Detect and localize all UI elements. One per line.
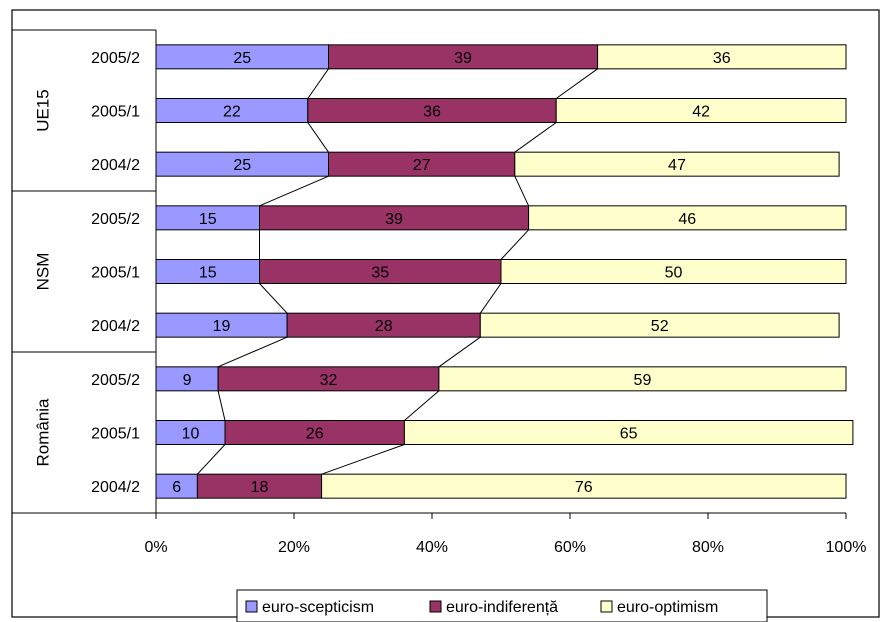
bar-euro-scepticism-NSM-2004-2: [155, 312, 288, 338]
category-label-8: 2005/1: [91, 426, 140, 443]
bar-euro-indiferență-NSM-2004-2: [286, 312, 481, 338]
bar-euro-optimism-România-2005-2: [438, 366, 847, 392]
data-label-euro-scepticism-4: 15: [199, 211, 217, 228]
data-label-euro-indiferență-7: 32: [320, 372, 338, 389]
data-label-euro-optimism-8: 65: [620, 426, 638, 443]
data-label-euro-indiferență-1: 39: [454, 50, 472, 67]
series-line-euro-scepticism-3: [259, 175, 329, 207]
data-label-euro-optimism-4: 46: [678, 211, 696, 228]
bar-euro-indiferență-România-2004-2: [196, 473, 323, 499]
series-line-euro-indiferență-5: [479, 283, 502, 314]
data-label-euro-optimism-5: 50: [665, 265, 683, 282]
bar-euro-optimism-România-2005-1: [403, 420, 854, 445]
series-line-euro-indiferență-8: [321, 444, 405, 475]
data-label-euro-scepticism-1: 25: [233, 50, 251, 67]
series-line-euro-indiferență-7: [404, 390, 440, 421]
bar-euro-scepticism-UE15-2005-2: [155, 44, 329, 70]
series-line-euro-indiferență-2: [514, 122, 557, 153]
bar-euro-optimism-UE15-2004-2: [514, 151, 840, 177]
category-label-6: 2004/2: [91, 318, 140, 335]
legend-swatch-euro-indiferență: [429, 600, 442, 613]
series-line-euro-indiferență-1: [555, 68, 598, 99]
x-tick-label-1: 20%: [278, 539, 310, 556]
category-label-7: 2005/2: [91, 372, 140, 389]
series-line-euro-scepticism-5: [259, 283, 288, 314]
series-line-euro-indiferență-4: [500, 229, 529, 260]
data-label-euro-scepticism-7: 9: [183, 372, 192, 389]
bar-euro-optimism-NSM-2004-2: [479, 312, 840, 338]
data-label-euro-indiferență-6: 28: [375, 318, 393, 335]
group-label-1: NSM: [33, 253, 52, 291]
data-label-euro-optimism-6: 52: [651, 318, 669, 335]
data-label-euro-scepticism-3: 25: [233, 157, 251, 174]
bar-euro-indiferență-România-2005-1: [224, 420, 405, 445]
data-label-euro-scepticism-6: 19: [213, 318, 231, 335]
series-line-euro-scepticism-8: [197, 444, 226, 475]
bar-euro-optimism-NSM-2005-1: [500, 259, 847, 284]
data-label-euro-indiferență-8: 26: [306, 426, 324, 443]
legend-label-euro-scepticism: euro-scepticism: [262, 599, 374, 616]
series-line-euro-indiferență-6: [438, 336, 481, 368]
series-line-euro-scepticism-1: [307, 68, 329, 99]
data-label-euro-scepticism-9: 6: [172, 479, 181, 496]
data-label-euro-scepticism-2: 22: [223, 104, 241, 121]
category-label-9: 2004/2: [91, 479, 140, 496]
group-label-2: România: [33, 398, 52, 467]
data-label-euro-scepticism-5: 15: [199, 265, 217, 282]
data-label-euro-indiferență-3: 27: [413, 157, 431, 174]
series-line-euro-scepticism-6: [217, 336, 288, 368]
category-label-1: 2005/2: [91, 50, 140, 67]
data-label-euro-indiferență-4: 39: [385, 211, 403, 228]
x-tick-label-2: 40%: [416, 539, 448, 556]
legend-swatch-euro-optimism: [600, 600, 613, 613]
x-tick-label-0: 0%: [144, 539, 167, 556]
group-label-0: UE15: [33, 89, 52, 132]
series-line-euro-scepticism-2: [307, 122, 329, 153]
category-label-5: 2005/1: [91, 265, 140, 282]
data-label-euro-indiferență-5: 35: [371, 265, 389, 282]
data-label-euro-optimism-7: 59: [634, 372, 652, 389]
x-tick-label-3: 60%: [554, 539, 586, 556]
bar-euro-indiferență-NSM-2005-2: [259, 205, 530, 231]
bar-euro-scepticism-UE15-2005-1: [155, 98, 309, 123]
bar-euro-optimism-NSM-2005-2: [528, 205, 847, 231]
legend-box: [236, 589, 768, 622]
data-label-euro-indiferență-9: 18: [251, 479, 269, 496]
series-line-euro-indiferență-3: [514, 175, 530, 207]
bar-euro-indiferență-UE15-2005-1: [307, 98, 557, 123]
data-label-euro-optimism-1: 36: [713, 50, 731, 67]
legend-swatch-euro-scepticism: [245, 600, 258, 613]
legend-label-euro-optimism: euro-optimism: [617, 599, 718, 616]
bar-euro-optimism-România-2004-2: [321, 473, 847, 499]
category-label-4: 2005/2: [91, 211, 140, 228]
series-line-euro-scepticism-7: [217, 390, 226, 421]
bar-euro-scepticism-NSM-2005-2: [155, 205, 260, 231]
x-tick-label-5: 100%: [826, 539, 867, 556]
bar-euro-indiferență-România-2005-2: [217, 366, 440, 392]
data-label-euro-indiferență-2: 36: [423, 104, 441, 121]
category-label-3: 2004/2: [91, 157, 140, 174]
x-tick-label-4: 80%: [692, 539, 724, 556]
category-label-2: 2005/1: [91, 104, 140, 121]
data-label-euro-scepticism-8: 10: [182, 426, 200, 443]
bar-euro-optimism-UE15-2005-1: [555, 98, 847, 123]
legend-label-euro-indiferență: euro-indiferență: [446, 599, 558, 616]
data-label-euro-optimism-3: 47: [668, 157, 686, 174]
data-label-euro-optimism-2: 42: [692, 104, 710, 121]
bar-euro-optimism-UE15-2005-2: [597, 44, 847, 70]
data-label-euro-optimism-9: 76: [575, 479, 593, 496]
bar-euro-indiferență-UE15-2004-2: [328, 151, 516, 177]
